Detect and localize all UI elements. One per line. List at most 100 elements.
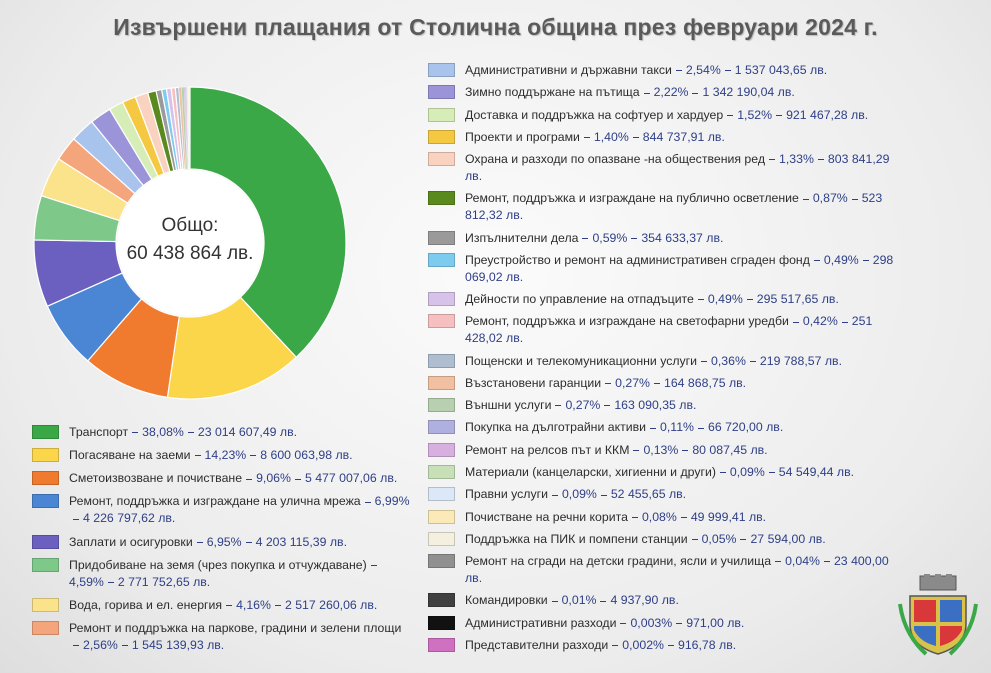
percent-label: 2,22%: [653, 85, 689, 100]
percent-label: 9,06%: [256, 471, 291, 486]
legend-item: Придобиване на земя (чрез покупка и отчу…: [32, 557, 412, 591]
total-value: 60 438 864 лв.: [127, 243, 254, 264]
category-label: Заплати и осигуровки: [69, 534, 193, 549]
legend-text: Изпълнителни дела 0,59% 354 633,37 лв.: [465, 230, 898, 247]
legend-text: Ремонт на релсов път и ККМ 0,13% 80 087,45…: [465, 442, 898, 459]
legend-item: Командировки 0,01% 4 937,90 лв.: [428, 592, 898, 609]
legend-text: Преустройство и ремонт на административе…: [465, 252, 898, 286]
legend: Административни и държавни такси 2,54% 1 5…: [428, 62, 898, 654]
separator: [719, 472, 726, 474]
percent-label: 0,87%: [812, 191, 848, 206]
amount-label: 921 467,28 лв.: [786, 107, 869, 122]
legend-item: Охрана и разходи по опазване -на обществ…: [428, 151, 898, 185]
percent-label: 0,11%: [660, 420, 694, 435]
legend-swatch: [428, 398, 455, 413]
legend-text: Дейности по управление на отпадъците 0,49…: [465, 291, 898, 308]
legend-text: Командировки 0,01% 4 937,90 лв.: [465, 592, 898, 609]
separator: [792, 321, 799, 323]
separator: [697, 299, 704, 301]
separator: [675, 70, 682, 72]
separator: [802, 198, 809, 200]
separator: [132, 432, 139, 434]
legend-item: Правни услуги 0,09% 52 455,65 лв.: [428, 486, 898, 503]
category-label: Ремонт и поддръжка на паркове, градини и…: [69, 620, 402, 635]
legend-item: Ремонт на релсов път и ККМ 0,13% 80 087,45…: [428, 442, 898, 459]
legend-item: Ремонт, поддръжка и изграждане на улична…: [32, 493, 412, 527]
separator: [73, 645, 79, 647]
percent-label: 0,05%: [701, 531, 737, 546]
legend-swatch: [428, 85, 455, 100]
category-label: Доставка и поддръжка на софтуер и хардуе…: [465, 107, 724, 122]
legend-text: Външни услуги 0,27% 163 090,35 лв.: [465, 397, 898, 414]
legend-swatch: [32, 597, 59, 612]
amount-label: 66 720,00 лв.: [708, 420, 784, 435]
amount-label: 354 633,37 лв.: [641, 230, 724, 245]
legend-text: Зимно поддържане на пътища 2,22% 1 342 190…: [465, 84, 898, 101]
legend-item: Проекти и програми 1,40% 844 737,91 лв.: [428, 129, 898, 146]
legend-text: Вода, горива и ел. енергия 4,16% 2 517 260…: [69, 597, 412, 614]
amount-label: 49 999,41 лв.: [690, 509, 767, 524]
category-label: Проекти и програми: [465, 129, 580, 144]
donut-hole: [117, 170, 263, 316]
separator: [676, 622, 683, 624]
category-label: Транспорт: [69, 425, 129, 439]
separator: [769, 159, 776, 161]
legend-text: Доставка и поддръжка на софтуер и хардуе…: [465, 107, 898, 124]
legend-item: Ремонт, поддръжка и изграждане на светоф…: [428, 313, 898, 347]
amount-label: 4 937,90 лв.: [610, 593, 679, 608]
legend-text: Пощенски и телекомуникационни услуги 0,36…: [465, 353, 898, 370]
category-label: Административни и държавни такси: [465, 63, 672, 77]
percent-label: 4,16%: [236, 597, 271, 612]
legend-text: Правни услуги 0,09% 52 455,65 лв.: [465, 486, 898, 503]
separator: [555, 405, 562, 407]
separator: [187, 432, 194, 434]
separator: [727, 114, 734, 116]
coat-of-arms: [898, 574, 978, 656]
separator: [370, 564, 377, 566]
amount-label: 52 455,65 лв.: [610, 487, 687, 502]
legend-item: Материали (канцеларски, хигиенни и други…: [428, 464, 898, 481]
separator: [194, 455, 201, 457]
total-caption: Общо:: [162, 215, 219, 236]
category-label: Материали (канцеларски, хигиенни и други…: [465, 464, 716, 479]
separator: [274, 605, 281, 607]
amount-label: 295 517,65 лв.: [756, 292, 839, 307]
separator: [775, 561, 782, 563]
percent-label: 0,003%: [630, 615, 673, 630]
legend-item: Поддръжка на ПИК и помпени станции 0,05% 2…: [428, 531, 898, 548]
separator: [631, 237, 638, 239]
percent-label: 0,59%: [592, 230, 628, 245]
category-label: Вода, горива и ел. енергия: [69, 597, 223, 612]
category-label: Преустройство и ремонт на административе…: [465, 252, 810, 267]
separator: [582, 237, 589, 239]
separator: [551, 600, 558, 602]
legend-item: Сметоизвозване и почистване 9,06% 5 477 00…: [32, 470, 412, 487]
legend-swatch: [428, 593, 455, 608]
amount-label: 971,00 лв.: [686, 615, 745, 630]
separator: [600, 600, 607, 602]
separator: [246, 478, 253, 480]
amount-label: 298 069,02 лв.: [465, 252, 894, 284]
separator: [698, 427, 704, 429]
legend: Транспорт 38,08% 23 014 607,49 лв. Погасява…: [32, 424, 412, 654]
legend-text: Проекти и програми 1,40% 844 737,91 лв.: [465, 129, 898, 146]
separator: [817, 159, 824, 161]
separator: [841, 321, 848, 323]
legend-swatch: [428, 420, 455, 435]
percent-label: 4,59%: [69, 574, 104, 589]
percent-label: 2,56%: [83, 637, 118, 652]
legend-swatch: [428, 107, 455, 122]
category-label: Ремонт, поддръжка и изграждане на публич…: [465, 191, 799, 206]
legend-item: Пощенски и телекомуникационни услуги 0,36…: [428, 353, 898, 370]
separator: [245, 541, 252, 543]
percent-label: 0,27%: [565, 398, 601, 413]
separator: [633, 449, 640, 451]
percent-label: 0,49%: [823, 252, 859, 267]
percent-label: 0,01%: [561, 593, 597, 608]
donut-chart: Общо: 60 438 864 лв.: [33, 86, 347, 400]
amount-label: 4 203 115,39 лв.: [255, 534, 347, 549]
separator: [643, 92, 650, 94]
amount-label: 803 841,29 лв.: [465, 152, 890, 184]
category-label: Зимно поддържане на пътища: [465, 85, 640, 100]
